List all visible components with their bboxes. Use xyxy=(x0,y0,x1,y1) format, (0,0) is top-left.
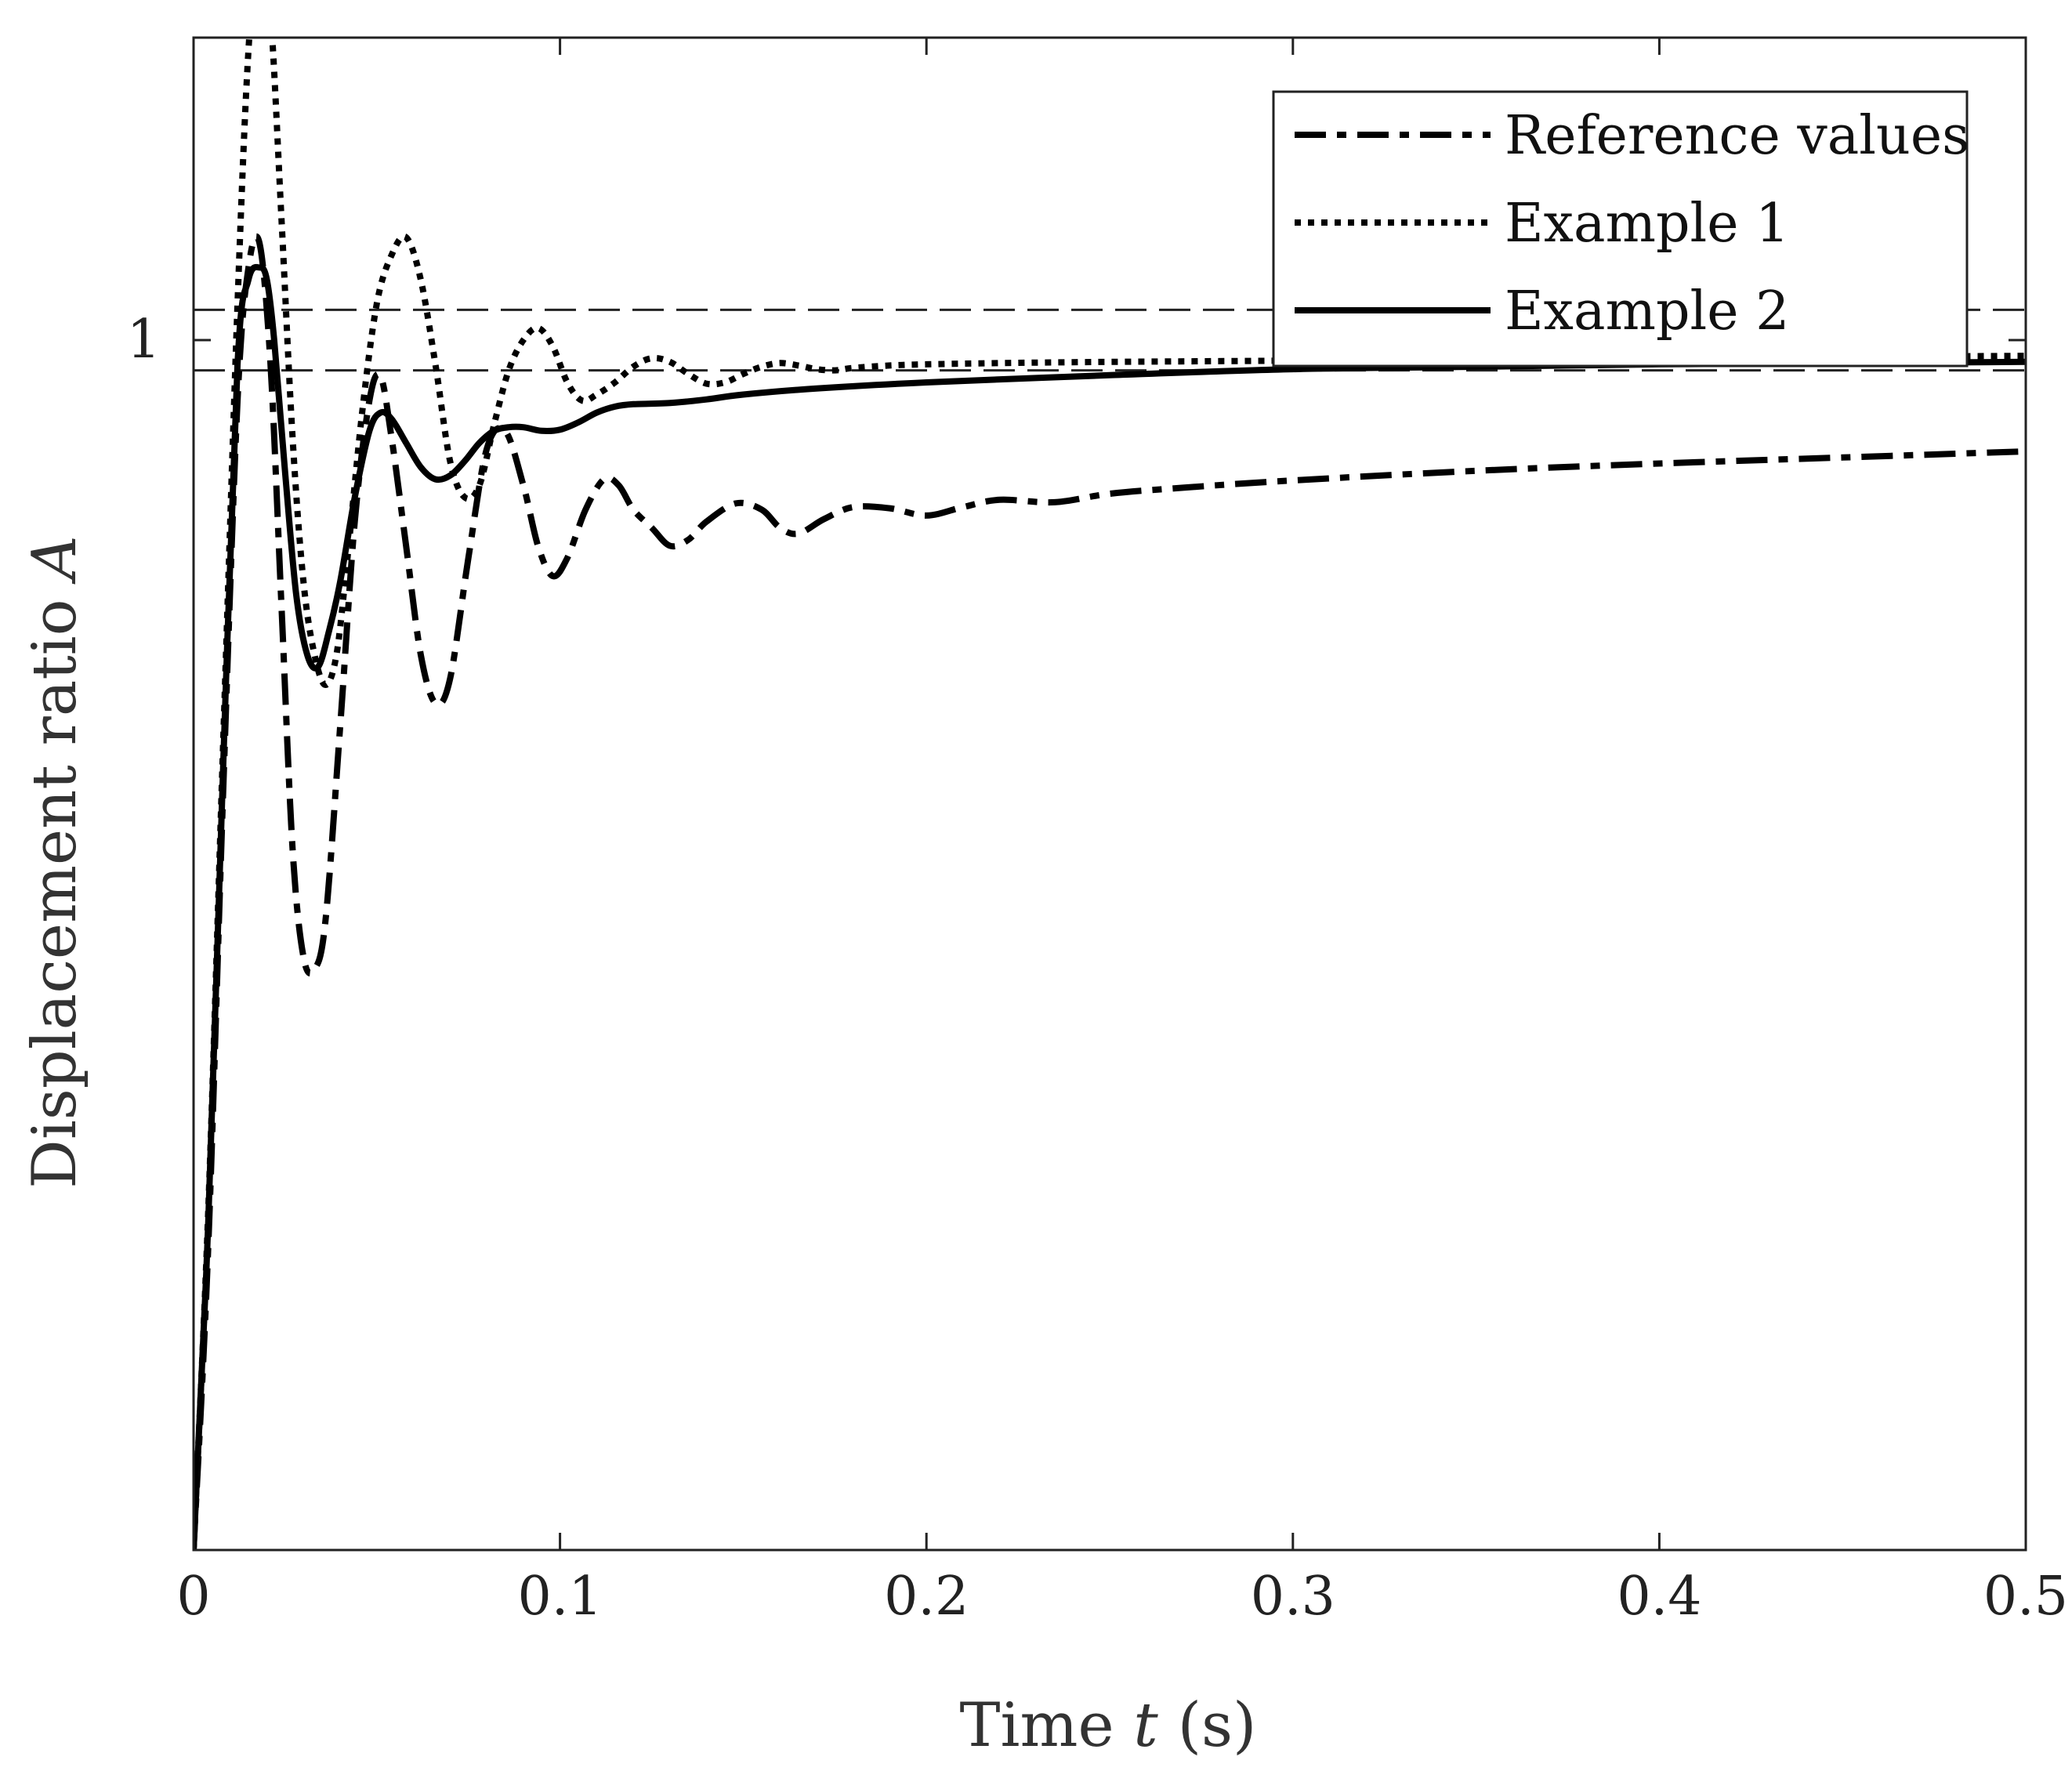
plot-frame xyxy=(192,36,2027,1552)
legend-entries: Reference values Example 1 Example 2 xyxy=(1295,105,1969,342)
x-tick-label: 0.5 xyxy=(1983,1566,2068,1628)
legend-label-1: Reference values xyxy=(1505,105,1969,167)
y-tick-label: 1 xyxy=(127,309,161,371)
y-axis-label-prefix: Displacement ratio xyxy=(20,580,90,1189)
legend-label-2: Example 1 xyxy=(1505,193,1789,255)
x-tick-label: 0 xyxy=(176,1566,210,1628)
legend-label-3: Example 2 xyxy=(1505,281,1789,342)
series-line-1 xyxy=(194,233,2026,1550)
plot-area: 0 0.1 0.2 0.3 0.4 0.5 1 xyxy=(127,36,2068,1628)
x-axis-label-suffix: (s) xyxy=(1158,1690,1257,1761)
legend-box xyxy=(1272,90,1969,368)
x-axis-label-prefix: Time xyxy=(960,1690,1134,1761)
y-axis-label: Displacement ratio A xyxy=(20,535,90,1188)
series-layer xyxy=(194,38,2026,1550)
legend: Reference values Example 1 Example 2 xyxy=(1272,90,1969,368)
x-tick-label: 0.1 xyxy=(518,1566,603,1628)
x-tick-label: 0.3 xyxy=(1251,1566,1335,1628)
y-axis-label-variable: A xyxy=(20,535,90,584)
series-line-2 xyxy=(194,38,2026,1550)
x-axis-ticks: 0 0.1 0.2 0.3 0.4 0.5 xyxy=(176,38,2068,1628)
y-axis-ticks: 1 xyxy=(127,309,2026,371)
x-axis-label: Time t (s) xyxy=(960,1690,1257,1761)
x-tick-label: 0.4 xyxy=(1617,1566,1701,1628)
series-line-3 xyxy=(194,263,2026,1550)
x-tick-label: 0.2 xyxy=(884,1566,969,1628)
x-axis-label-variable: t xyxy=(1133,1690,1158,1761)
